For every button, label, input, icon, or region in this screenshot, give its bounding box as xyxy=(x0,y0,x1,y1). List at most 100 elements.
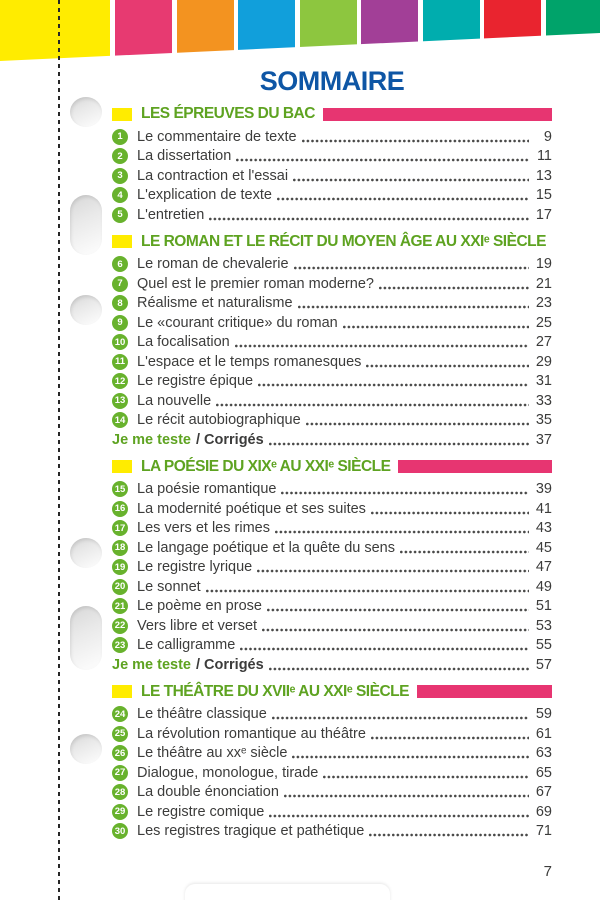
item-label: Le langage poétique et la quête du sens xyxy=(137,539,395,556)
yellow-square-bullet xyxy=(112,107,132,121)
je-me-teste-label: Je me teste xyxy=(112,656,191,673)
bottom-thumb-tab xyxy=(185,884,390,900)
binding-cutout-pill xyxy=(70,606,102,670)
dotted-leader xyxy=(205,588,529,593)
item-label: Le commentaire de texte xyxy=(137,128,297,145)
toc-item-row: 18 Le langage poétique et la quête du se… xyxy=(112,538,552,558)
section-title: LE THÉÂTRE DU XVIIᵉ AU XXIᵉ SIÈCLE xyxy=(141,682,409,700)
toc-section: LE THÉÂTRE DU XVIIᵉ AU XXIᵉ SIÈCLE 24 Le… xyxy=(112,682,552,842)
item-label: Le théâtre classique xyxy=(137,706,267,723)
toc-item-row: 8 Réalisme et naturalisme 23 xyxy=(112,294,552,314)
item-page-number: 31 xyxy=(535,373,552,390)
yellow-square-bullet xyxy=(112,235,132,248)
toc-section: LES ÉPREUVES DU BAC 1 Le commentaire de … xyxy=(112,105,552,225)
item-page-number: 65 xyxy=(535,764,552,781)
item-number-badge: 10 xyxy=(112,334,128,351)
item-number-badge: 13 xyxy=(112,392,128,409)
item-page-number: 61 xyxy=(535,725,552,742)
item-number-badge: 21 xyxy=(112,598,128,615)
section-rows: 24 Le théâtre classique 59 25 La révolut… xyxy=(112,705,552,842)
item-page-number: 53 xyxy=(535,617,552,634)
pink-bar xyxy=(322,107,552,121)
color-stripe xyxy=(115,0,172,61)
item-number-badge: 16 xyxy=(112,500,128,517)
dotted-leader xyxy=(293,266,529,270)
je-me-teste-row: Je me teste / Corrigés 37 xyxy=(112,430,552,450)
toc-content: SOMMAIRE LES ÉPREUVES DU BAC 1 Le commen… xyxy=(112,62,552,841)
toc-item-row: 3 La contraction et l'essai 13 xyxy=(112,166,552,186)
dotted-leader xyxy=(240,647,529,651)
section-rows: 6 Le roman de chevalerie 19 7 Quel est l… xyxy=(112,255,552,450)
je-me-teste-label: Je me teste xyxy=(112,431,191,448)
item-number-badge: 22 xyxy=(112,617,128,634)
item-label: L'explication de texte xyxy=(137,187,272,204)
item-label: Le roman de chevalerie xyxy=(137,256,289,273)
item-page-number: 37 xyxy=(535,431,552,448)
item-page-number: 49 xyxy=(535,578,552,595)
toc-item-row: 5 L'entretien 17 xyxy=(112,205,552,225)
dotted-leader xyxy=(370,735,529,740)
corriges-label: / Corrigés xyxy=(196,431,264,448)
item-number-badge: 6 xyxy=(112,256,128,273)
color-stripe xyxy=(238,0,295,61)
item-label: Le récit autobiographique xyxy=(137,412,301,429)
dotted-leader xyxy=(257,569,529,573)
item-number-badge: 17 xyxy=(112,520,128,537)
item-number-badge: 27 xyxy=(112,764,128,781)
toc-item-row: 28 La double énonciation 67 xyxy=(112,783,552,803)
toc-item-row: 23 Le calligramme 55 xyxy=(112,636,552,656)
item-label: Dialogue, monologue, tirade xyxy=(137,764,319,781)
dotted-leader xyxy=(262,627,529,632)
item-page-number: 35 xyxy=(535,412,552,429)
item-page-number: 15 xyxy=(535,187,552,204)
dotted-leader xyxy=(370,510,529,515)
item-label: L'espace et le temps romanesques xyxy=(137,353,362,370)
item-page-number: 59 xyxy=(535,706,552,723)
section-title: LES ÉPREUVES DU BAC xyxy=(141,105,315,122)
toc-section: LA POÉSIE DU XIXᵉ AU XXIᵉ SIÈCLE 15 La p… xyxy=(112,458,552,675)
item-number-badge: 8 xyxy=(112,295,128,312)
dotted-leader xyxy=(281,491,529,495)
item-number-badge: 1 xyxy=(112,128,128,145)
color-stripe xyxy=(422,0,480,61)
pink-bar xyxy=(398,460,552,473)
item-number-badge: 20 xyxy=(112,578,128,595)
item-page-number: 33 xyxy=(535,392,552,409)
item-number-badge: 9 xyxy=(112,314,128,331)
item-label: Le théâtre au xxᵉ siècle xyxy=(137,745,288,762)
dotted-leader xyxy=(283,794,529,798)
item-page-number: 39 xyxy=(535,481,552,498)
item-page-number: 69 xyxy=(535,803,552,820)
item-label: L'entretien xyxy=(137,206,205,223)
item-number-badge: 26 xyxy=(112,745,128,762)
toc-item-row: 11 L'espace et le temps romanesques 29 xyxy=(112,352,552,372)
yellow-square-bullet xyxy=(112,685,132,698)
dotted-leader xyxy=(274,530,529,534)
dotted-leader xyxy=(276,197,529,201)
item-label: La modernité poétique et ses suites xyxy=(137,500,366,517)
toc-item-row: 21 Le poème en prose 51 xyxy=(112,597,552,617)
dotted-leader xyxy=(209,216,529,221)
item-label: La dissertation xyxy=(137,148,232,165)
toc-item-row: 9 Le «courant critique» du roman 25 xyxy=(112,313,552,333)
toc-item-row: 20 Le sonnet 49 xyxy=(112,577,552,597)
item-number-badge: 5 xyxy=(112,206,128,223)
item-page-number: 17 xyxy=(535,206,552,223)
dotted-leader xyxy=(369,833,529,837)
dotted-leader xyxy=(216,402,529,407)
binding-cutout-pill xyxy=(70,195,102,255)
dotted-leader xyxy=(323,774,529,779)
item-page-number: 71 xyxy=(535,823,552,840)
pink-bar xyxy=(416,685,552,698)
color-stripe xyxy=(361,0,418,61)
dotted-leader xyxy=(305,422,529,426)
dotted-leader xyxy=(366,363,529,368)
toc-item-row: 26 Le théâtre au xxᵉ siècle 63 xyxy=(112,744,552,764)
item-label: Le calligramme xyxy=(137,637,236,654)
dotted-leader xyxy=(297,305,529,309)
color-stripe xyxy=(299,0,357,61)
item-number-badge: 11 xyxy=(112,353,128,370)
toc-item-row: 12 Le registre épique 31 xyxy=(112,372,552,392)
dotted-leader xyxy=(268,666,529,671)
